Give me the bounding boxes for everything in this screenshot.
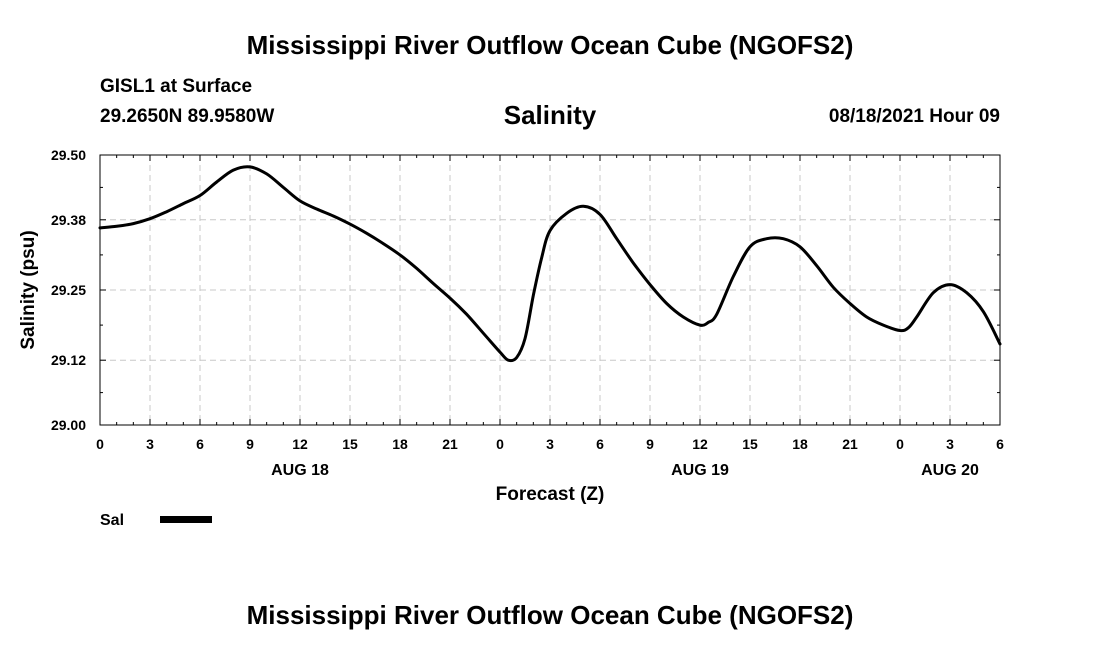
x-tick-label: 12 [692, 436, 708, 452]
x-tick-label: 15 [742, 436, 758, 452]
x-tick-labels: 0 3 6 9 12 15 18 21 0 3 6 9 12 15 18 21 0 3 6 [96, 436, 1004, 452]
legend-swatch [160, 516, 212, 523]
y-tick-label: 29.50 [51, 147, 86, 163]
grid-lines [100, 155, 1000, 425]
x-tick-label: 0 [896, 436, 904, 452]
date-labels: AUG 18 AUG 19 AUG 20 [271, 462, 979, 479]
y-tick-label: 29.25 [51, 282, 86, 298]
x-tick-label: 21 [842, 436, 858, 452]
y-axis-label: Salinity (psu) [18, 230, 39, 349]
date-label: AUG 18 [271, 462, 329, 479]
datetime-label: 08/18/2021 Hour 09 [828, 106, 1000, 127]
coordinates-label: 29.2650N 89.9580W [100, 106, 275, 127]
y-tick-label: 29.00 [51, 417, 86, 433]
footer-title: Mississippi River Outflow Ocean Cube (NG… [246, 600, 854, 630]
y-tick-label: 29.12 [51, 352, 86, 368]
x-tick-label: 9 [646, 436, 654, 452]
x-tick-label: 9 [246, 436, 254, 452]
x-tick-label: 15 [342, 436, 358, 452]
salinity-series-line [98, 165, 1002, 363]
x-tick-label: 6 [196, 436, 204, 452]
x-tick-label: 3 [946, 436, 954, 452]
main-title: Mississippi River Outflow Ocean Cube (NG… [246, 30, 854, 60]
x-tick-label: 21 [442, 436, 458, 452]
legend-label: Sal [100, 512, 124, 529]
y-tick-labels: 29.00 29.12 29.25 29.38 29.50 [51, 147, 86, 433]
x-tick-label: 3 [546, 436, 554, 452]
station-label: GISL1 at Surface [100, 76, 253, 97]
y-tick-label: 29.38 [51, 212, 86, 228]
date-label: AUG 20 [921, 462, 979, 479]
x-tick-label: 3 [146, 436, 154, 452]
variable-title: Salinity [503, 100, 597, 130]
x-tick-label: 0 [96, 436, 104, 452]
x-axis-label: Forecast (Z) [496, 484, 605, 505]
plot-frame [99, 154, 1001, 426]
x-tick-label: 18 [392, 436, 408, 452]
x-tick-label: 12 [292, 436, 308, 452]
x-tick-label: 6 [996, 436, 1004, 452]
x-tick-label: 6 [596, 436, 604, 452]
x-tick-label: 0 [496, 436, 504, 452]
date-label: AUG 19 [671, 462, 729, 479]
x-tick-label: 18 [792, 436, 808, 452]
